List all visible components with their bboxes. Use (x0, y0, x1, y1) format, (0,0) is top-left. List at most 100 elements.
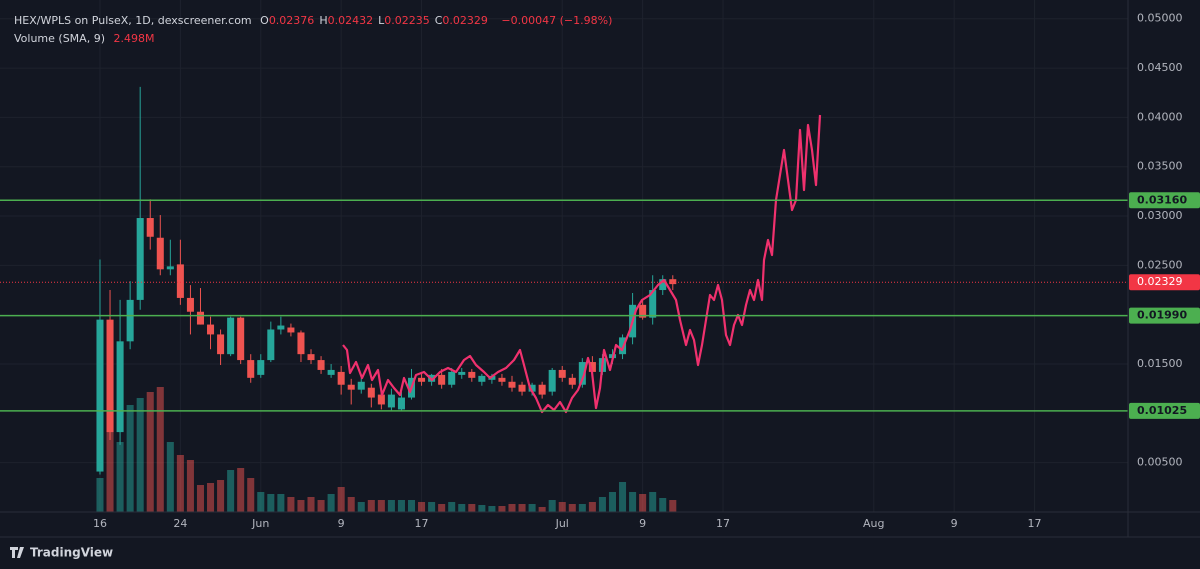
volume-bar (639, 494, 647, 512)
volume-bar (176, 455, 184, 512)
candle-body (458, 371, 466, 375)
volume-bar (337, 487, 345, 512)
volume-bar (558, 502, 566, 512)
price-label: 0.01025 (1137, 404, 1187, 417)
candle-body (659, 279, 667, 291)
volume-bar (608, 492, 617, 512)
candle-body (136, 218, 144, 300)
price-label: 0.01990 (1137, 309, 1187, 322)
candle-body (307, 354, 315, 361)
volume-bar (347, 497, 355, 512)
volume-bar (166, 442, 174, 512)
volume-bar (478, 505, 486, 512)
candle-body (347, 384, 355, 390)
y-tick-label: 0.03500 (1137, 160, 1183, 173)
candle-body (116, 341, 124, 433)
volume-bar (428, 502, 436, 512)
last-price-box (1129, 274, 1200, 291)
volume-bar (247, 478, 255, 512)
ohlc: O0.02376 H0.02432 L0.02235 C0.02329 (260, 14, 493, 27)
volume-bar (307, 497, 315, 512)
volume-bar (458, 504, 466, 512)
candle-body (357, 381, 365, 390)
volume-value: 2.498M (113, 32, 155, 45)
volume-bar (196, 485, 204, 512)
ohlc-label: L (378, 14, 385, 27)
candle-body (257, 360, 265, 375)
candle-body (418, 377, 426, 382)
candle-body (166, 266, 174, 270)
change: −0.00047 (−1.98%) (501, 14, 613, 27)
volume-bar (267, 494, 275, 512)
volume-bar (106, 402, 114, 512)
volume-bar (568, 504, 576, 512)
candle-body (317, 360, 325, 370)
candle-body (498, 377, 506, 382)
price-label: 0.03160 (1137, 193, 1187, 206)
candle-body (126, 299, 134, 342)
candle-body (207, 324, 215, 335)
candle-body (528, 384, 536, 392)
ohlc-value: 0.02376 (268, 14, 315, 27)
volume-bar (619, 482, 627, 512)
candle-body (287, 327, 295, 333)
volume-bar (649, 492, 657, 512)
volume-bar (136, 398, 144, 512)
candle-body (237, 317, 245, 361)
y-tick-label: 0.04000 (1137, 110, 1183, 123)
price-label-box (1129, 192, 1200, 209)
y-tick-label: 0.03000 (1137, 209, 1183, 222)
symbol: HEX/WPLS on PulseX, 1D, dexscreener.com (14, 14, 252, 27)
ohlc-value: 0.02432 (327, 14, 374, 27)
x-tick-label: 16 (93, 517, 107, 530)
x-tick-label: Aug (863, 517, 884, 530)
volume-bar (257, 492, 265, 512)
y-tick-label: 0.00500 (1137, 456, 1183, 469)
volume-bar (498, 506, 506, 512)
volume-bar (207, 483, 215, 512)
volume-bar (488, 506, 496, 512)
volume-bar (297, 500, 305, 512)
volume-bar (367, 500, 375, 512)
candle-body (468, 371, 476, 378)
price-label-box (1129, 402, 1200, 419)
volume-bar (287, 497, 295, 512)
candle-body (578, 362, 586, 385)
volume-label: Volume (SMA, 9) (14, 32, 105, 45)
x-tick-label: 9 (338, 517, 345, 530)
candle-body (649, 290, 657, 318)
candle-body (538, 384, 546, 395)
volume-bar (126, 405, 134, 512)
volume-bar (407, 500, 416, 512)
volume-bar (377, 500, 385, 512)
x-tick-label: 9 (951, 517, 958, 530)
last-price-label: 0.02329 (1137, 275, 1183, 288)
volume-bar (387, 500, 395, 512)
volume-bar (578, 504, 586, 512)
x-tick-label: 17 (415, 517, 429, 530)
candle-body (146, 218, 154, 237)
ohlc-value: 0.02235 (384, 14, 430, 27)
candle-body (478, 375, 486, 382)
volume-bar (598, 497, 606, 512)
footer-brand: TradingView (30, 546, 113, 560)
y-tick-label: 0.05000 (1137, 12, 1183, 25)
volume-row: Volume (SMA, 9) 2.498M (14, 32, 159, 45)
volume-bar (669, 500, 677, 512)
candle-body (227, 317, 235, 355)
volume-bar (629, 492, 637, 512)
volume-bar (528, 504, 536, 512)
volume-bar (156, 387, 164, 512)
ohlc-label: H (319, 14, 328, 27)
ohlc-value: 0.02329 (442, 14, 488, 27)
volume-bar (146, 392, 154, 512)
candle-body (448, 371, 456, 385)
volume-bar (397, 500, 405, 512)
candle-body (397, 397, 405, 410)
x-tick-label: 24 (173, 517, 187, 530)
ohlc-label: O (260, 14, 269, 27)
volume-bar (588, 502, 596, 512)
volume-bar (327, 494, 335, 512)
volume-bar (448, 502, 456, 512)
